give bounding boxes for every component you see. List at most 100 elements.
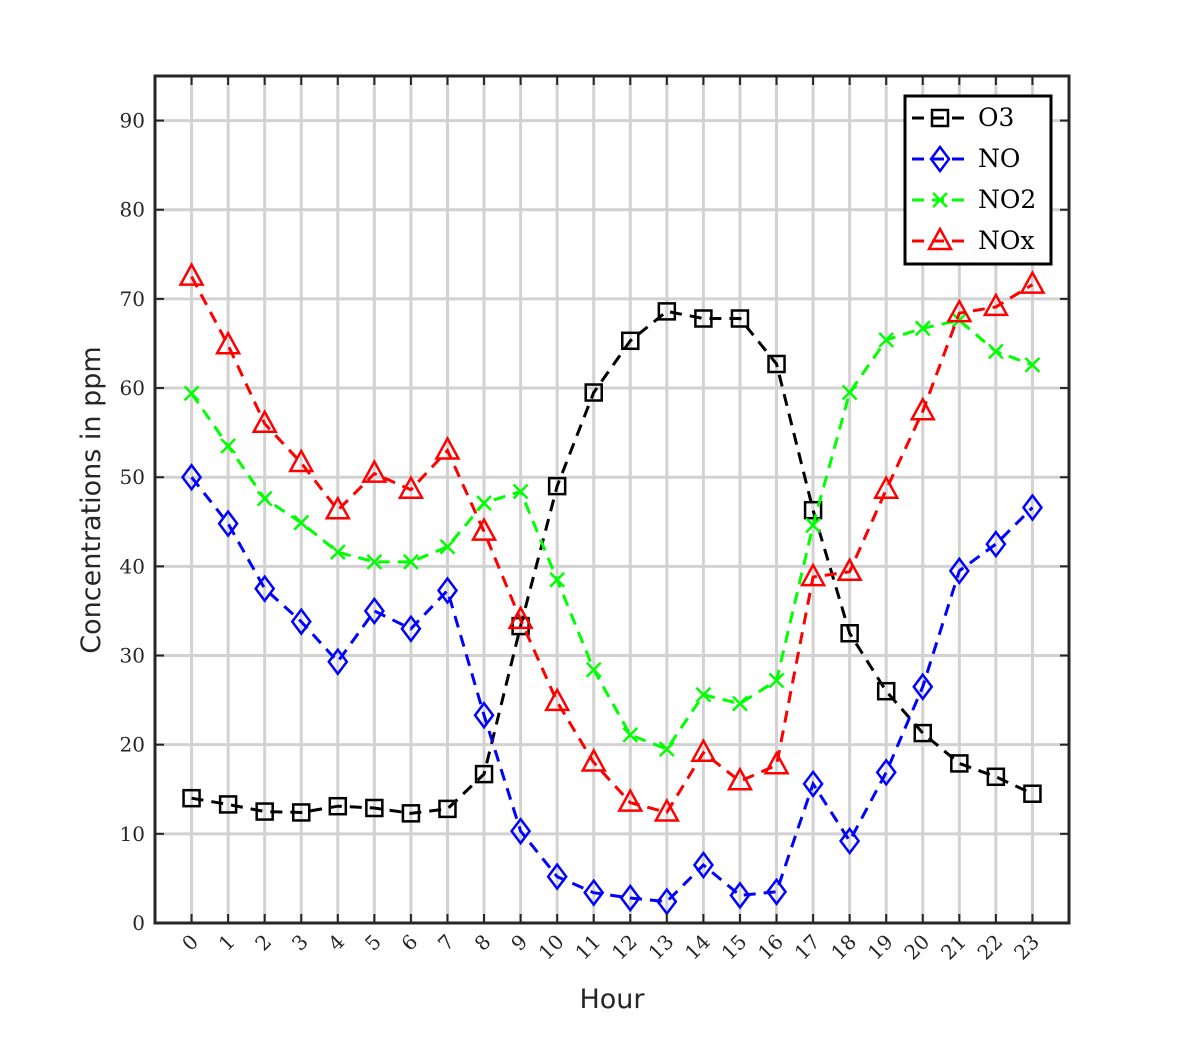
series-NO	[180, 463, 1044, 916]
y-tick-label: 90	[120, 109, 145, 133]
y-tick-label: 30	[120, 644, 145, 668]
grid-lines	[155, 76, 1069, 925]
x-tick-label: 20	[899, 930, 934, 965]
data-point-NOx	[288, 448, 315, 473]
data-point-NO	[436, 576, 459, 605]
legend: O3 NO NO2 NOx	[903, 94, 1053, 266]
data-point-NO2	[366, 554, 383, 570]
data-point-NO	[254, 574, 276, 603]
x-tick-label: 8	[470, 930, 496, 956]
data-point-NO	[217, 509, 239, 538]
data-point-NOx	[982, 292, 1009, 317]
data-point-O3	[657, 302, 677, 321]
y-tick-label: 60	[120, 376, 145, 400]
x-tick-label: 5	[360, 930, 386, 956]
data-point-NOx	[470, 517, 498, 541]
data-point-O3	[291, 803, 311, 822]
data-point-NO	[510, 817, 532, 846]
data-point-NO	[619, 883, 641, 913]
data-point-O3	[950, 754, 969, 773]
legend-marker-O3	[930, 108, 950, 128]
data-point-NO	[802, 769, 824, 798]
data-point-O3	[328, 796, 348, 816]
data-point-NO2	[329, 544, 346, 560]
data-point-O3	[182, 788, 201, 808]
data-point-NO2	[805, 517, 821, 534]
data-point-O3	[547, 476, 567, 496]
data-point-NO2	[403, 554, 419, 570]
legend-label-NO: NO	[978, 144, 1020, 173]
data-point-NO	[875, 758, 897, 787]
data-point-NOx	[873, 475, 900, 499]
x-tick-label: 9	[506, 930, 532, 956]
data-point-NOx	[653, 797, 680, 822]
data-point-NOx	[836, 557, 863, 581]
data-point-NO2	[768, 672, 785, 689]
data-point-NO	[765, 877, 788, 906]
x-tick-label: 7	[433, 930, 459, 956]
data-point-NO	[729, 881, 751, 910]
y-tick-label: 80	[120, 198, 145, 222]
y-tick-label: 70	[120, 287, 145, 311]
data-point-O3	[913, 723, 933, 743]
x-tick-label: 0	[177, 930, 203, 956]
y-axis-title: Concentrations in ppm	[76, 346, 107, 653]
data-point-NO	[290, 607, 312, 636]
data-point-O3	[694, 309, 713, 328]
x-tick-label: 19	[863, 930, 898, 965]
series-layer	[178, 262, 1046, 916]
data-point-NOx	[617, 788, 644, 812]
x-tick-label: 6	[396, 930, 422, 956]
data-point-O3	[584, 383, 603, 402]
data-point-O3	[840, 623, 859, 643]
data-point-O3	[621, 331, 640, 351]
x-tick-label: 12	[607, 930, 642, 965]
plot-frame	[153, 74, 1071, 925]
data-point-O3	[730, 309, 750, 328]
legend-box	[903, 94, 1053, 266]
data-point-NO	[1021, 493, 1044, 522]
data-point-NO2	[256, 490, 273, 507]
data-point-NO	[692, 850, 714, 880]
y-tick-label: 20	[120, 733, 145, 757]
data-point-NOx	[361, 459, 388, 483]
x-tick-label: 10	[534, 930, 569, 965]
data-point-NO	[180, 463, 203, 492]
axis-ticks	[155, 76, 1069, 924]
data-point-NO	[473, 701, 495, 730]
data-point-O3	[401, 804, 421, 823]
data-point-O3	[438, 799, 457, 819]
data-point-NOx	[507, 605, 534, 630]
data-point-NO	[546, 862, 568, 891]
legend-label-O3: O3	[978, 103, 1014, 132]
legend-marker-NO2	[932, 192, 948, 208]
data-point-NO2	[220, 438, 237, 454]
data-point-NO	[327, 647, 349, 676]
data-point-NOx	[799, 562, 827, 587]
data-point-NO	[912, 672, 934, 701]
data-point-NOx	[946, 298, 973, 323]
data-point-NO2	[439, 538, 456, 555]
data-point-NOx	[251, 409, 278, 433]
data-point-NOx	[763, 750, 790, 775]
data-point-NO2	[732, 695, 748, 712]
data-point-O3	[1023, 784, 1042, 803]
x-tick-label: 1	[214, 930, 240, 956]
x-axis-title: Hour	[579, 984, 645, 1015]
data-point-NOx	[690, 738, 717, 762]
y-tick-label: 50	[120, 465, 145, 489]
x-tick-label: 21	[936, 930, 971, 965]
x-tick-label: 18	[826, 930, 861, 965]
data-point-NO	[839, 826, 861, 856]
legend-label-NOx: NOx	[978, 226, 1034, 255]
data-point-NOx	[909, 396, 936, 421]
data-point-NO	[400, 614, 422, 643]
data-point-NO2	[293, 514, 310, 531]
legend-marker-NO	[929, 144, 951, 174]
data-point-NO2	[183, 385, 200, 402]
data-point-NOx	[726, 766, 754, 791]
data-point-NO2	[476, 495, 492, 511]
legend-marker-NOx	[926, 226, 954, 251]
x-tick-label: 23	[1009, 930, 1044, 965]
data-point-NOx	[324, 495, 351, 520]
